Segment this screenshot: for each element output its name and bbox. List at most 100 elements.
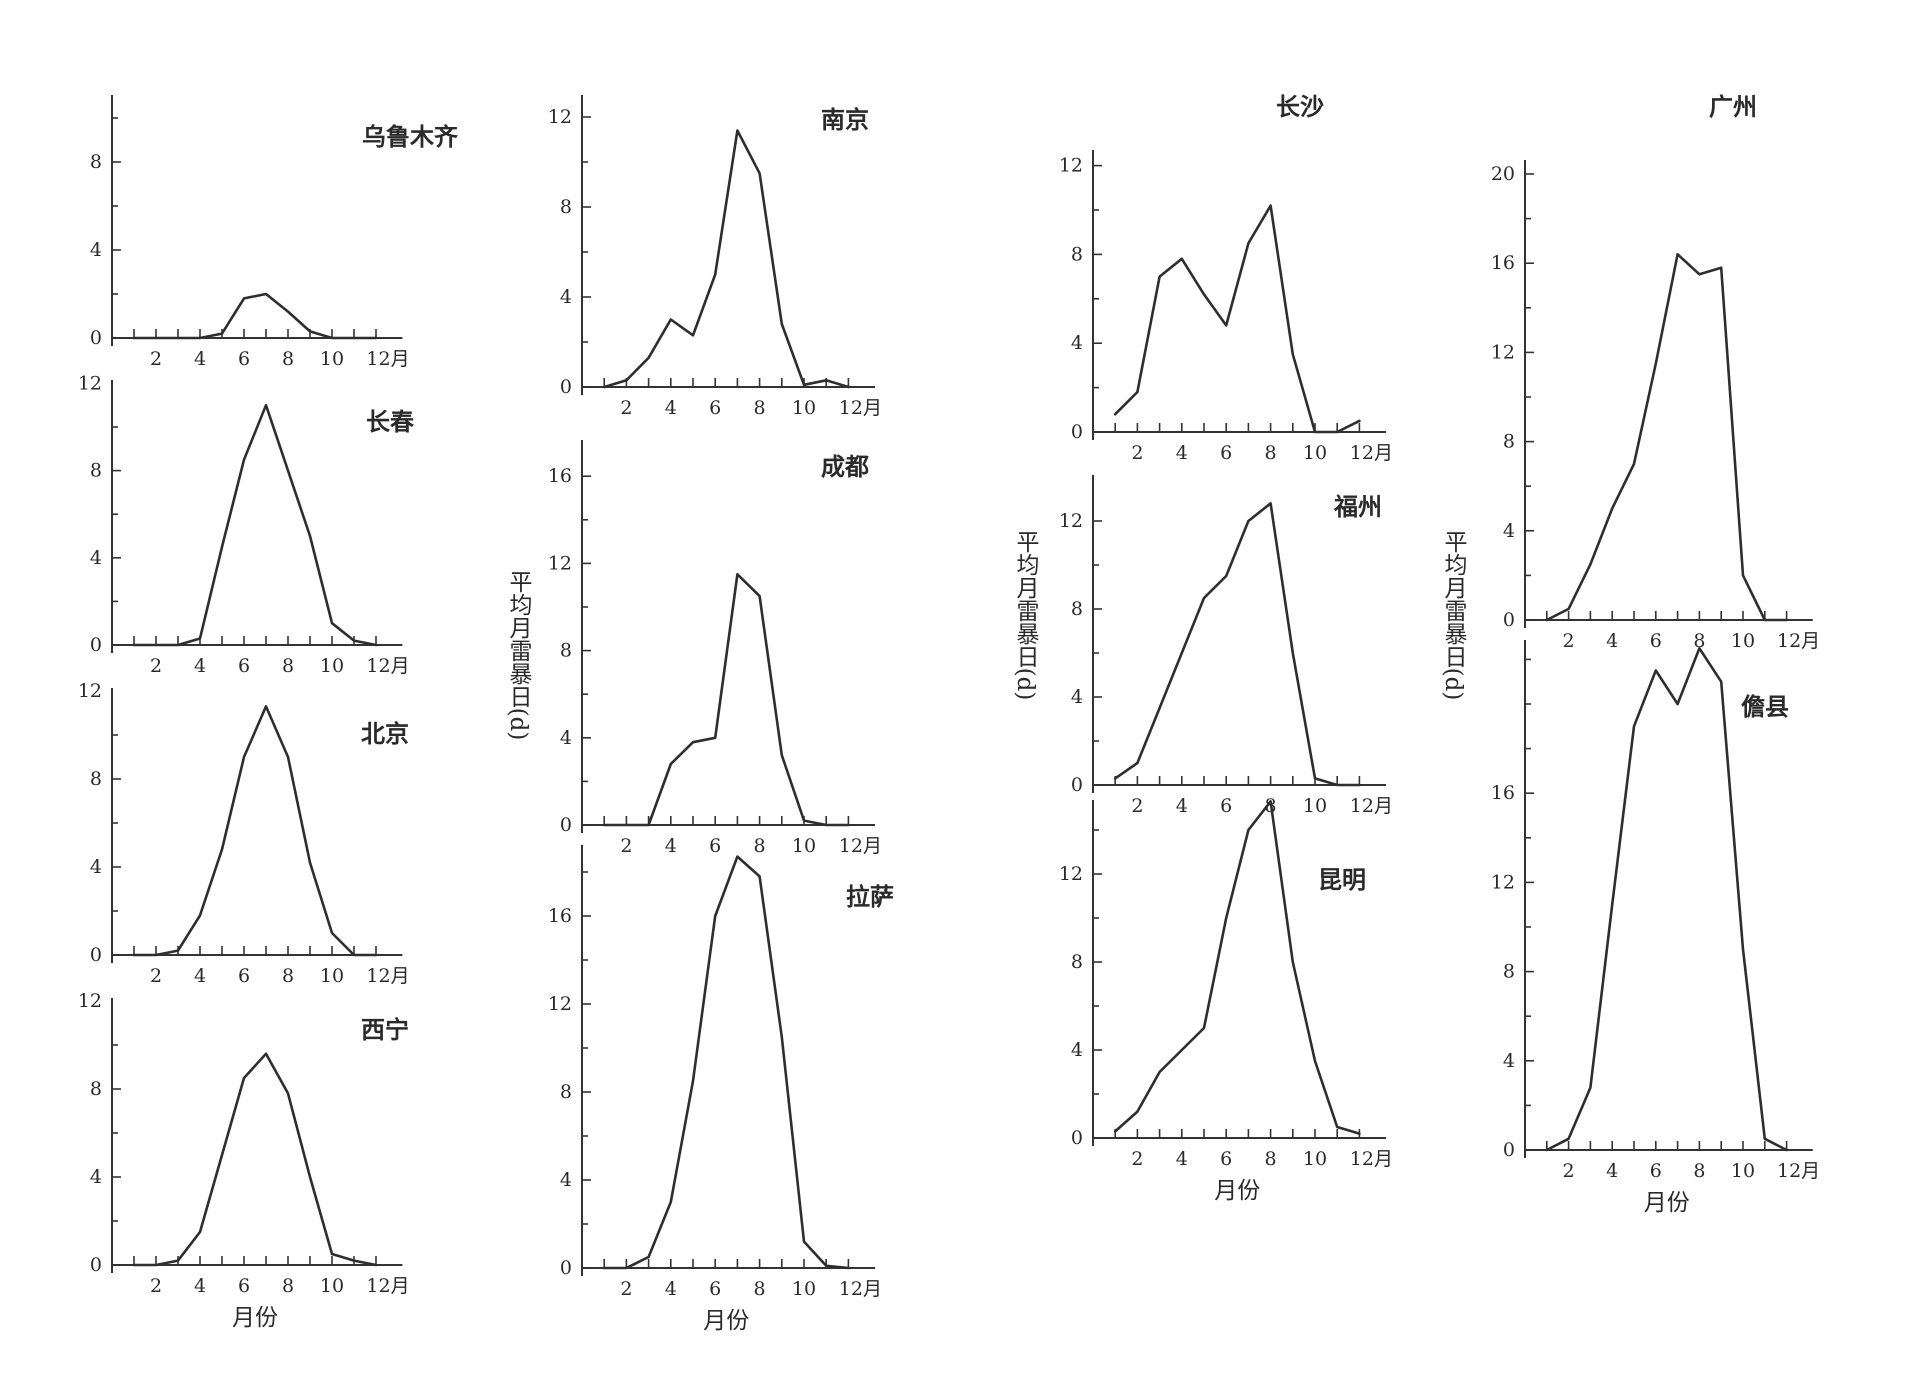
y-tick-label: 4 [1071, 1039, 1083, 1061]
series-line [1113, 502, 1361, 787]
chart-panel: 0 4 8 12 2 4 6 8 10 12月 长春 [78, 372, 414, 677]
chart-panel: 0 4 8 12 2 4 6 8 10 12月 南京 [548, 95, 882, 419]
y-tick-label: 12 [1059, 863, 1083, 885]
chart-title: 拉萨 [846, 882, 894, 911]
x-tick-label: 2 [1131, 795, 1143, 817]
x-tick-label: 2 [1563, 630, 1575, 652]
y-tick-label: 0 [90, 1254, 102, 1276]
chart-title: 长春 [366, 407, 414, 436]
chart-title: 广州 [1709, 92, 1757, 121]
x-tick-label: 8 [282, 655, 294, 677]
y-tick-label: 0 [560, 376, 572, 398]
x-tick-label: 2 [1563, 1160, 1575, 1182]
y-tick-label: 12 [1059, 155, 1083, 177]
x-tick-label: 2 [150, 348, 162, 370]
x-axis-title: 月份 [1644, 1190, 1690, 1216]
y-tick-label: 16 [548, 465, 572, 487]
x-axis-title: 月份 [1214, 1178, 1260, 1204]
x-tick-label: 12月 [1777, 630, 1820, 652]
x-tick-label: 8 [1693, 630, 1705, 652]
series-line [602, 129, 850, 389]
chart-title: 北京 [361, 719, 409, 748]
series-line [1545, 646, 1788, 1152]
series-line [602, 855, 850, 1270]
y-tick-label: 12 [1491, 871, 1515, 893]
chart-panel: 0 4 8 2 4 6 8 10 12月 乌鲁木齐 [90, 95, 459, 370]
y-axis-title-col3: 平均月雷暴日(d) [1012, 530, 1040, 701]
x-tick-label: 12月 [366, 348, 409, 370]
x-tick-label: 4 [665, 397, 677, 419]
chart-title: 成都 [821, 452, 869, 481]
series-line [132, 705, 378, 957]
y-tick-label: 8 [1071, 598, 1083, 620]
y-tick-label: 4 [560, 727, 572, 749]
x-tick-label: 12月 [366, 1275, 409, 1297]
x-tick-label: 10 [320, 1275, 344, 1297]
series-line [1113, 800, 1361, 1135]
x-tick-label: 12月 [839, 397, 882, 419]
x-tick-label: 6 [1650, 630, 1662, 652]
y-tick-label: 20 [1491, 163, 1515, 185]
y-tick-label: 12 [78, 680, 102, 702]
chart-title: 长沙 [1276, 92, 1324, 121]
y-tick-label: 8 [1071, 243, 1083, 265]
y-tick-label: 8 [90, 1078, 102, 1100]
y-tick-label: 4 [560, 286, 572, 308]
x-tick-label: 2 [150, 1275, 162, 1297]
chart-panel: 0 4 8 12 2 4 6 8 10 12月 北京 [78, 680, 410, 987]
y-tick-label: 12 [548, 106, 572, 128]
y-tick-label: 12 [548, 552, 572, 574]
y-tick-label: 0 [1503, 1139, 1515, 1161]
x-tick-label: 4 [1606, 1160, 1618, 1182]
x-axis-title: 月份 [232, 1305, 278, 1331]
x-tick-label: 4 [194, 1275, 206, 1297]
x-tick-label: 10 [792, 397, 816, 419]
x-tick-label: 2 [1131, 1148, 1143, 1170]
x-tick-label: 6 [709, 397, 721, 419]
chart-title: 昆明 [1318, 865, 1366, 894]
y-tick-label: 4 [90, 1166, 102, 1188]
x-tick-label: 4 [665, 1278, 677, 1300]
x-tick-label: 4 [194, 965, 206, 987]
x-tick-label: 10 [1731, 630, 1755, 652]
y-tick-label: 4 [90, 239, 102, 261]
y-tick-label: 8 [90, 768, 102, 790]
x-tick-label: 4 [665, 835, 677, 857]
chart-panel: 0 4 8 12 2 4 6 8 10 12月 长沙 [1059, 92, 1393, 464]
chart-title: 福州 [1333, 492, 1382, 521]
x-tick-label: 4 [194, 655, 206, 677]
x-tick-label: 10 [320, 965, 344, 987]
y-tick-label: 0 [90, 634, 102, 656]
x-tick-label: 6 [1650, 1160, 1662, 1182]
y-tick-label: 0 [1071, 421, 1083, 443]
x-tick-label: 8 [754, 1278, 766, 1300]
series-line [1545, 253, 1788, 622]
chart-title: 西宁 [361, 1015, 409, 1044]
y-tick-label: 16 [548, 905, 572, 927]
x-tick-label: 8 [1265, 442, 1277, 464]
chart-title: 乌鲁木齐 [362, 122, 459, 151]
x-tick-label: 12月 [839, 1278, 882, 1300]
chart-title: 南京 [821, 105, 869, 134]
x-tick-label: 2 [620, 397, 632, 419]
x-tick-label: 6 [238, 965, 250, 987]
x-tick-label: 8 [1693, 1160, 1705, 1182]
x-tick-label: 10 [320, 348, 344, 370]
y-tick-label: 8 [90, 460, 102, 482]
x-axis-title: 月份 [703, 1308, 749, 1334]
y-tick-label: 12 [78, 372, 102, 394]
y-tick-label: 8 [560, 196, 572, 218]
y-tick-label: 4 [90, 547, 102, 569]
x-tick-label: 10 [1303, 442, 1327, 464]
x-tick-label: 12月 [1777, 1160, 1820, 1182]
y-tick-label: 8 [560, 1081, 572, 1103]
y-tick-label: 4 [1503, 1050, 1515, 1072]
x-tick-label: 4 [1176, 795, 1188, 817]
x-tick-label: 12月 [1350, 1148, 1393, 1170]
x-tick-label: 12月 [839, 835, 882, 857]
